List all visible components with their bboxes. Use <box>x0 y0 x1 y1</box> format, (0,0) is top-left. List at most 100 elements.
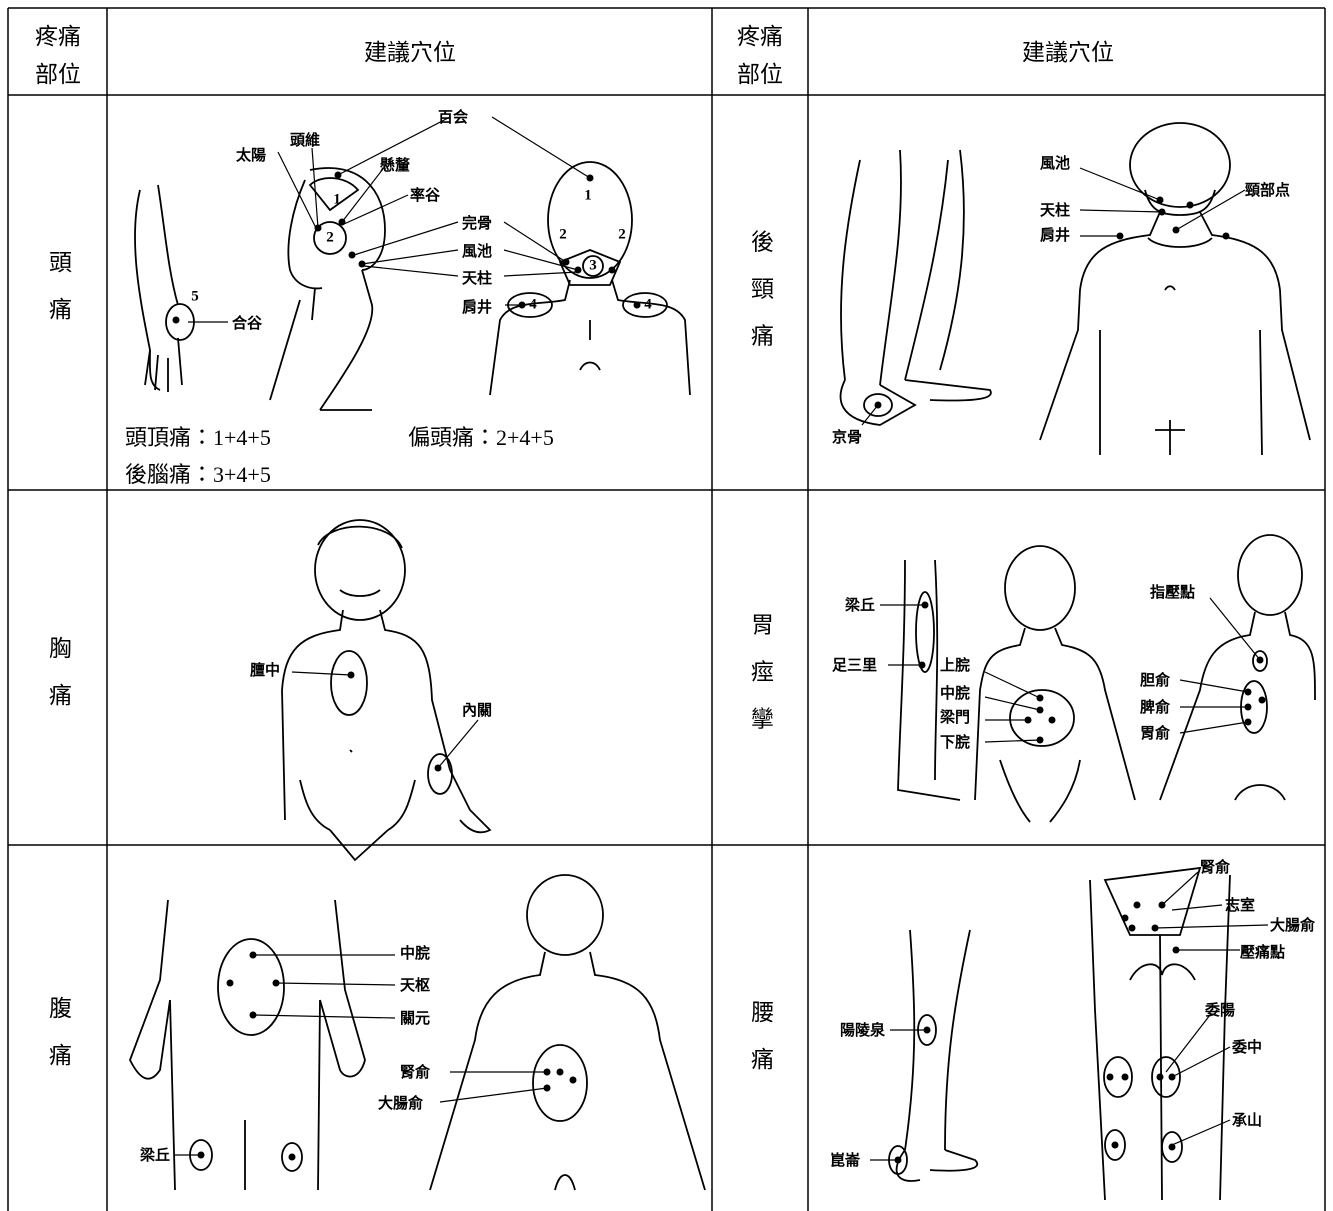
outline <box>427 753 453 795</box>
lowerback-illustration <box>888 866 1231 1201</box>
outline <box>1147 237 1213 248</box>
note: 頭頂痛：1+4+5 <box>125 425 271 450</box>
acupoint-label: 委陽 <box>1205 1001 1235 1019</box>
outline <box>1129 122 1231 208</box>
acupoint-label: 下脘 <box>940 733 970 751</box>
point-marker: 2 <box>326 229 334 245</box>
outline <box>526 874 604 956</box>
table-grid <box>7 7 1326 1211</box>
acupoint-label: 陽陵泉 <box>840 1021 886 1039</box>
acupoint-label: 百会 <box>438 108 468 126</box>
line <box>277 151 317 229</box>
acupoint-label: 內關 <box>462 702 492 719</box>
outline <box>1252 650 1268 672</box>
outline <box>129 899 366 1080</box>
outline <box>449 769 492 834</box>
acupoint-dot <box>556 1068 564 1076</box>
line <box>1179 721 1249 734</box>
acupoint-label: 志室 <box>1225 896 1255 914</box>
acupoint-label: 風池 <box>1040 154 1070 172</box>
line <box>1179 679 1249 693</box>
outline <box>1089 874 1231 1201</box>
line <box>363 265 459 277</box>
outline <box>281 1142 303 1172</box>
headache-illustration <box>134 161 691 411</box>
line <box>341 164 387 223</box>
acupoint-label: 肩井 <box>462 298 492 316</box>
acupoint-label: 完骨 <box>462 214 492 232</box>
line <box>503 271 579 277</box>
acupoint-label: 中脘 <box>400 944 430 962</box>
leader-lines <box>175 954 548 1156</box>
line <box>1171 1046 1231 1078</box>
line <box>491 116 591 179</box>
acupoint-dot <box>1168 1143 1176 1151</box>
acupoint-dot <box>1258 696 1266 704</box>
acupoint-label: 指壓點 <box>1150 583 1195 601</box>
site-label: 胸痛 <box>46 636 73 730</box>
acupoint-dot <box>1121 1073 1129 1081</box>
outline <box>1103 1056 1133 1098</box>
line <box>343 194 409 225</box>
acupoint-dot <box>226 979 234 987</box>
acupoint-label: 委中 <box>1232 1038 1262 1056</box>
acupoint-label: 頸部点 <box>1245 181 1290 199</box>
outline <box>429 951 706 1191</box>
acupoint-label: 胆俞 <box>1140 671 1171 689</box>
acupoint-label: 足三里 <box>832 657 877 674</box>
acupoint-dot <box>1111 1141 1119 1149</box>
leader-lines <box>188 116 591 323</box>
acupoint-label: 京骨 <box>832 428 862 446</box>
acupoint-dot <box>1106 1073 1114 1081</box>
point-marker: 1 <box>333 191 341 207</box>
outline <box>532 1044 588 1122</box>
line <box>361 249 459 265</box>
header-cell: 疼痛 <box>35 24 81 49</box>
point-marker: 1 <box>584 187 592 203</box>
outline <box>1004 545 1076 631</box>
chest-illustration <box>281 519 492 862</box>
line <box>503 249 579 271</box>
abdomen-illustration <box>129 874 706 1191</box>
outline <box>1103 866 1202 936</box>
outline <box>1104 1129 1126 1161</box>
line <box>1154 924 1269 929</box>
acupoint-label: 關元 <box>400 1010 430 1027</box>
acupoint-label: 肩井 <box>1040 226 1070 244</box>
outline <box>547 161 633 279</box>
line <box>861 404 879 426</box>
header-cell: 建議穴位 <box>364 40 456 65</box>
line <box>503 221 567 263</box>
acupoint-dot <box>1156 1073 1164 1081</box>
outline <box>281 525 451 821</box>
outline <box>169 999 321 1191</box>
acupoint-label: 梁丘 <box>845 596 875 614</box>
header-cell: 部位 <box>35 62 81 87</box>
acupoint-dot <box>1048 716 1056 724</box>
outline <box>839 379 992 426</box>
acupoint-dot <box>288 1153 296 1161</box>
acupoint-dot <box>569 1076 577 1084</box>
point-marker: 4 <box>644 296 652 312</box>
site-label: 腹痛 <box>46 996 73 1090</box>
point-marker: 3 <box>589 257 597 273</box>
note: 偏頭痛：2+4+5 <box>408 425 554 450</box>
line <box>1165 1014 1211 1073</box>
point-marker: 4 <box>529 296 537 312</box>
acupoint-dot <box>1186 201 1194 209</box>
acupoint-label: 大腸俞 <box>1270 916 1316 934</box>
acupoint-dot <box>348 251 356 259</box>
outline <box>897 559 961 801</box>
outline <box>1237 534 1303 616</box>
outline <box>157 184 179 306</box>
outline <box>1159 611 1316 801</box>
acupoint-label: 崑崙 <box>830 1151 861 1169</box>
leader-lines <box>870 871 1269 1161</box>
line <box>984 671 1041 699</box>
site-label: 腰痛 <box>748 1000 775 1094</box>
point-marker: 2 <box>618 226 626 242</box>
neck-illustration <box>839 122 1311 456</box>
acupoint-label: 承山 <box>1232 1112 1262 1129</box>
outline <box>314 519 406 621</box>
